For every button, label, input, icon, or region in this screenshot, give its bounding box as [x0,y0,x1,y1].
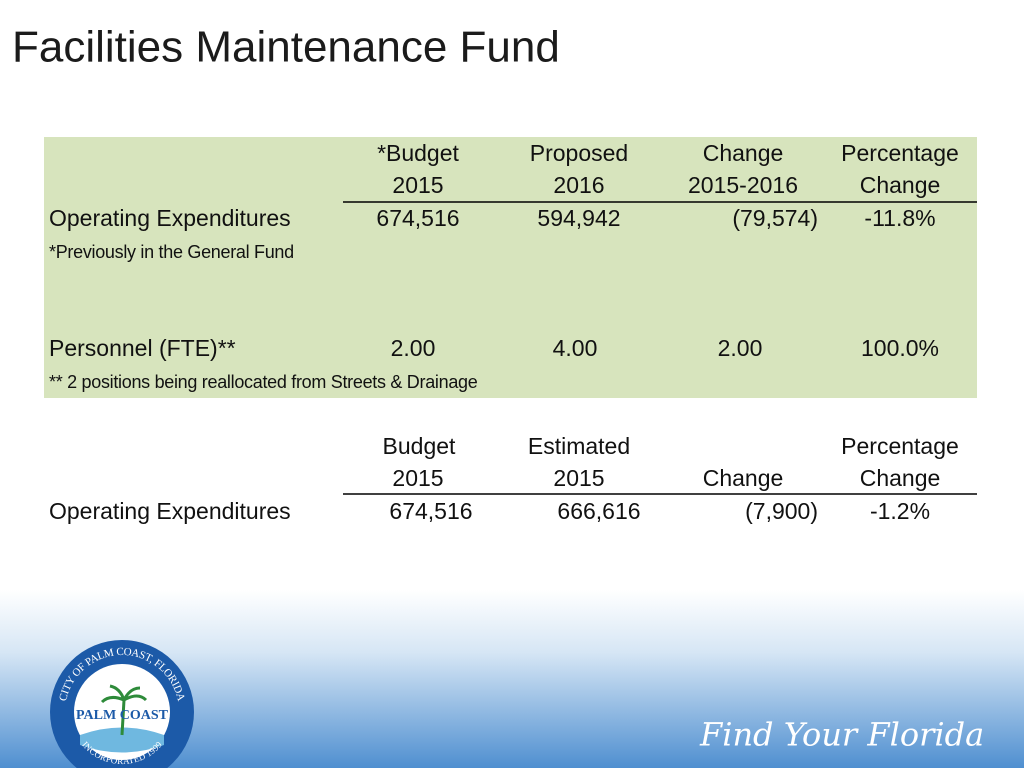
row-label: Operating Expenditures [49,498,291,524]
column-header: Budget [383,433,457,459]
column-header: 2015 [392,172,443,198]
logo-water [80,727,164,753]
table1: *Budget 2015 Proposed 2016 Change 2015-2… [49,140,959,392]
tagline: Find Your Florida [699,716,984,754]
table-background [44,137,977,398]
cell: -1.2% [870,498,930,524]
column-header: Change [703,465,784,491]
logo-palm [100,684,148,736]
cell: 2.00 [391,335,436,361]
cell: 674,516 [389,498,472,524]
slide-title: Facilities Maintenance Fund [12,23,560,72]
cell: 594,942 [537,205,620,231]
cell: -11.8% [864,205,935,231]
column-header: Estimated [528,433,630,459]
cell: 674,516 [376,205,459,231]
column-header: 2015-2016 [688,172,798,198]
row-label: Personnel (FTE)** [49,335,236,361]
cell: (79,574) [732,205,818,231]
cell: (7,900) [745,498,818,524]
column-header: Percentage [841,140,959,166]
column-header: Proposed [530,140,628,166]
footnote: ** 2 positions being reallocated from St… [49,372,478,392]
city-logo: CITY OF PALM COAST, FLORIDA INCORPORATED… [50,640,194,768]
column-header: Change [860,465,941,491]
cell: 2.00 [718,335,763,361]
logo-name: PALM COAST [76,708,169,723]
cell: 666,616 [557,498,640,524]
column-header: Change [860,172,941,198]
footnote: *Previously in the General Fund [49,242,294,262]
column-header: Percentage [841,433,959,459]
column-header: 2016 [553,172,604,198]
row-label: Operating Expenditures [49,205,291,231]
cell: 100.0% [861,335,939,361]
column-header: 2015 [553,465,604,491]
column-header: *Budget [377,140,459,166]
column-header: 2015 [392,465,443,491]
table2: Budget 2015 Estimated 2015 Change Percen… [49,433,959,524]
column-header: Change [703,140,784,166]
cell: 4.00 [553,335,598,361]
